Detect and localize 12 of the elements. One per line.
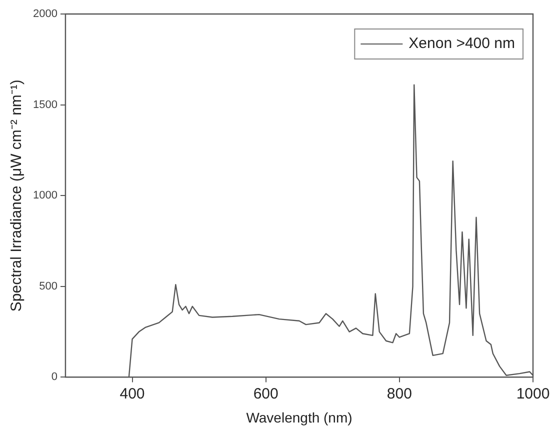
x-tick-label: 800 bbox=[386, 385, 412, 402]
y-tick-label: 1500 bbox=[32, 98, 58, 111]
legend-label: Xenon >400 nm bbox=[408, 35, 516, 52]
y-tick-label: 0 bbox=[51, 371, 58, 384]
y-tick-label: 500 bbox=[39, 280, 58, 292]
x-tick-label: 1000 bbox=[516, 385, 550, 402]
y-tick-label: 2000 bbox=[32, 8, 58, 20]
y-axis-title: Spectral Irradiance (μW cm⁻² nm⁻¹) bbox=[8, 80, 26, 312]
x-tick-label: 400 bbox=[120, 385, 145, 402]
y-tick-label: 1000 bbox=[32, 190, 58, 202]
x-axis-title: Wavelength (nm) bbox=[246, 409, 352, 426]
x-tick-label: 600 bbox=[253, 385, 278, 402]
